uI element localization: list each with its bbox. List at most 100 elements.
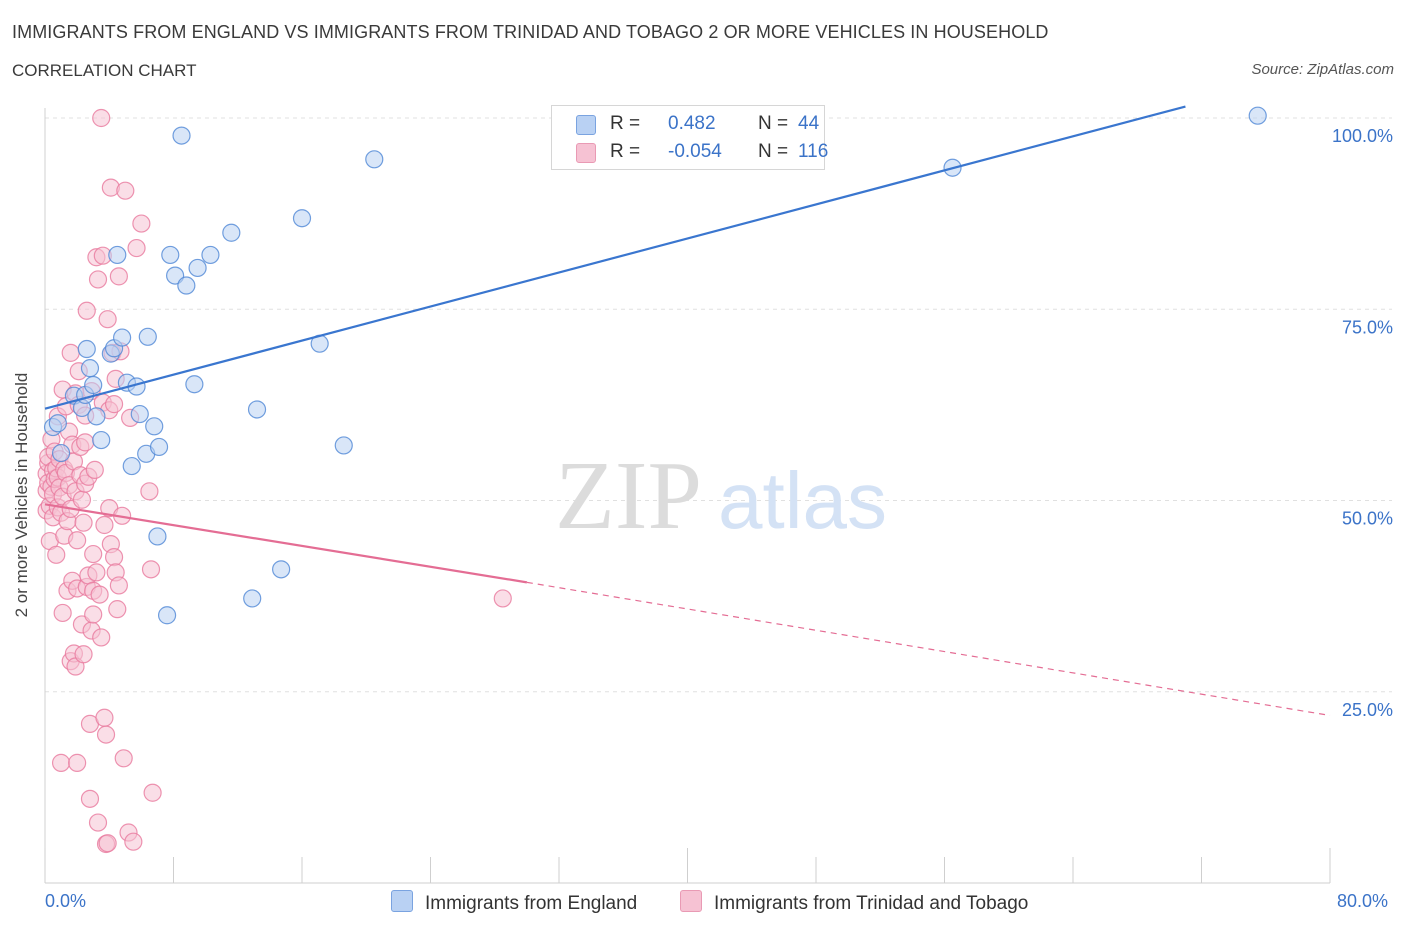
trinidad-point-106 [132,214,151,233]
england-point-41 [1248,106,1267,125]
trinidad-point-81 [95,515,114,535]
trend-line-england [44,105,1186,410]
legend-n-label: N = [758,141,789,162]
england-point-8 [84,375,103,395]
trinidad-point-73 [88,270,108,289]
england-point-33 [243,589,262,608]
trinidad-point-45 [68,531,87,550]
legend-r-label: R = [610,113,641,134]
legend-r-value: 0.482 [668,113,716,134]
trinidad-point-104 [124,832,143,851]
england-point-1 [48,414,67,433]
trinidad-point-108 [141,560,161,579]
trend-lines [44,105,1331,717]
trinidad-point-59 [77,301,96,320]
trinidad-point-84 [98,310,117,329]
bottom-legend-england: Immigrants from England [391,890,637,915]
trinidad-point-77 [92,628,111,647]
trinidad-point-16 [47,545,66,564]
trinidad-point-95 [108,600,127,619]
source-label: Source: ZipAtlas.com [1251,61,1394,78]
x-tick-label-max: 80.0% [1337,891,1389,911]
trinidad-point-75 [90,585,109,604]
chart-subtitle: CORRELATION CHART [12,61,197,80]
england-point-10 [92,430,111,450]
y-tick-label-3: 100.0% [1332,126,1393,146]
trinidad-point-101 [116,181,135,200]
trinidad-point-92 [104,548,124,567]
trend-line-trinidad [44,503,528,584]
england-point-14 [112,328,132,347]
trinidad-point-47 [68,753,87,772]
watermark-atlas: atlas [718,456,887,545]
y-tick-label-2: 75.0% [1342,317,1393,337]
trinidad-point-83 [96,725,116,744]
trend-line-trinidad-extension [526,581,1331,717]
england-point-6 [77,339,96,359]
trinidad-point-109 [143,783,162,802]
trinidad-point-110 [493,589,512,608]
bottom-legend-label-england: Immigrants from England [425,893,638,914]
trinidad-point-91 [104,395,124,414]
england-point-38 [334,436,353,455]
x-tick-label-min: 0.0% [45,891,87,911]
bottom-legend-swatch-trinidad [680,890,702,912]
trinidad-point-52 [72,490,92,509]
bottom-legend-trinidad: Immigrants from Trinidad and Tobago [680,890,1028,915]
england-point-25 [161,245,180,265]
england-point-31 [201,245,220,265]
england-point-2 [51,443,71,463]
england-point-27 [172,126,191,145]
trinidad-point-72 [87,563,106,582]
trinidad-point-107 [140,482,159,501]
england-point-30 [188,258,207,278]
trinidad-point-76 [92,108,111,128]
legend-n-value: 116 [798,141,829,162]
england-point-29 [185,375,204,394]
england-point-24 [157,606,177,625]
england-point-22 [148,527,167,546]
trinidad-point-70 [85,460,104,479]
y-tick-label-0: 25.0% [1342,700,1393,720]
bottom-legend-label-trinidad: Immigrants from Trinidad and Tobago [714,893,1029,914]
england-point-32 [222,223,241,242]
england-point-35 [272,560,291,579]
england-point-36 [292,209,312,228]
england-point-7 [80,359,100,378]
legend-swatch-england [576,115,596,135]
trinidad-point-64 [80,789,100,808]
england-point-13 [108,245,127,265]
trinidad-point-85 [98,834,117,853]
y-axis-label: 2 or more Vehicles in Household [12,372,31,618]
y-tick-labels: 25.0% 50.0% 75.0% 100.0% [1332,126,1393,720]
trinidad-point-96 [109,267,128,286]
correlation-legend: R = 0.482 N = 44 R = -0.054 N = 116 [551,105,829,170]
trinidad-point-80 [95,708,114,727]
legend-r-value: -0.054 [668,141,722,162]
trinidad-point-25 [53,603,72,623]
england-point-28 [177,276,196,295]
trinidad-point-22 [51,753,71,772]
england-point-21 [145,417,164,436]
watermark-zip: ZIP [555,442,702,550]
legend-swatch-trinidad [576,143,596,163]
legend-n-value: 44 [798,113,820,134]
series-trinidad-points [37,108,512,854]
england-point-23 [149,437,169,457]
trinidad-point-54 [74,645,93,664]
trinidad-point-69 [84,605,103,624]
england-point-39 [365,150,384,169]
england-point-34 [247,400,267,419]
trinidad-point-105 [127,238,146,258]
trinidad-point-100 [114,749,133,768]
trinidad-point-35 [61,343,80,362]
england-point-20 [138,327,157,346]
england-point-16 [122,456,141,476]
trinidad-point-97 [109,576,128,595]
legend-r-label: R = [610,141,641,162]
chart-title: IMMIGRANTS FROM ENGLAND VS IMMIGRANTS FR… [12,22,1049,42]
trinidad-point-57 [76,433,95,452]
england-point-9 [87,407,106,426]
trinidad-point-74 [88,813,108,832]
